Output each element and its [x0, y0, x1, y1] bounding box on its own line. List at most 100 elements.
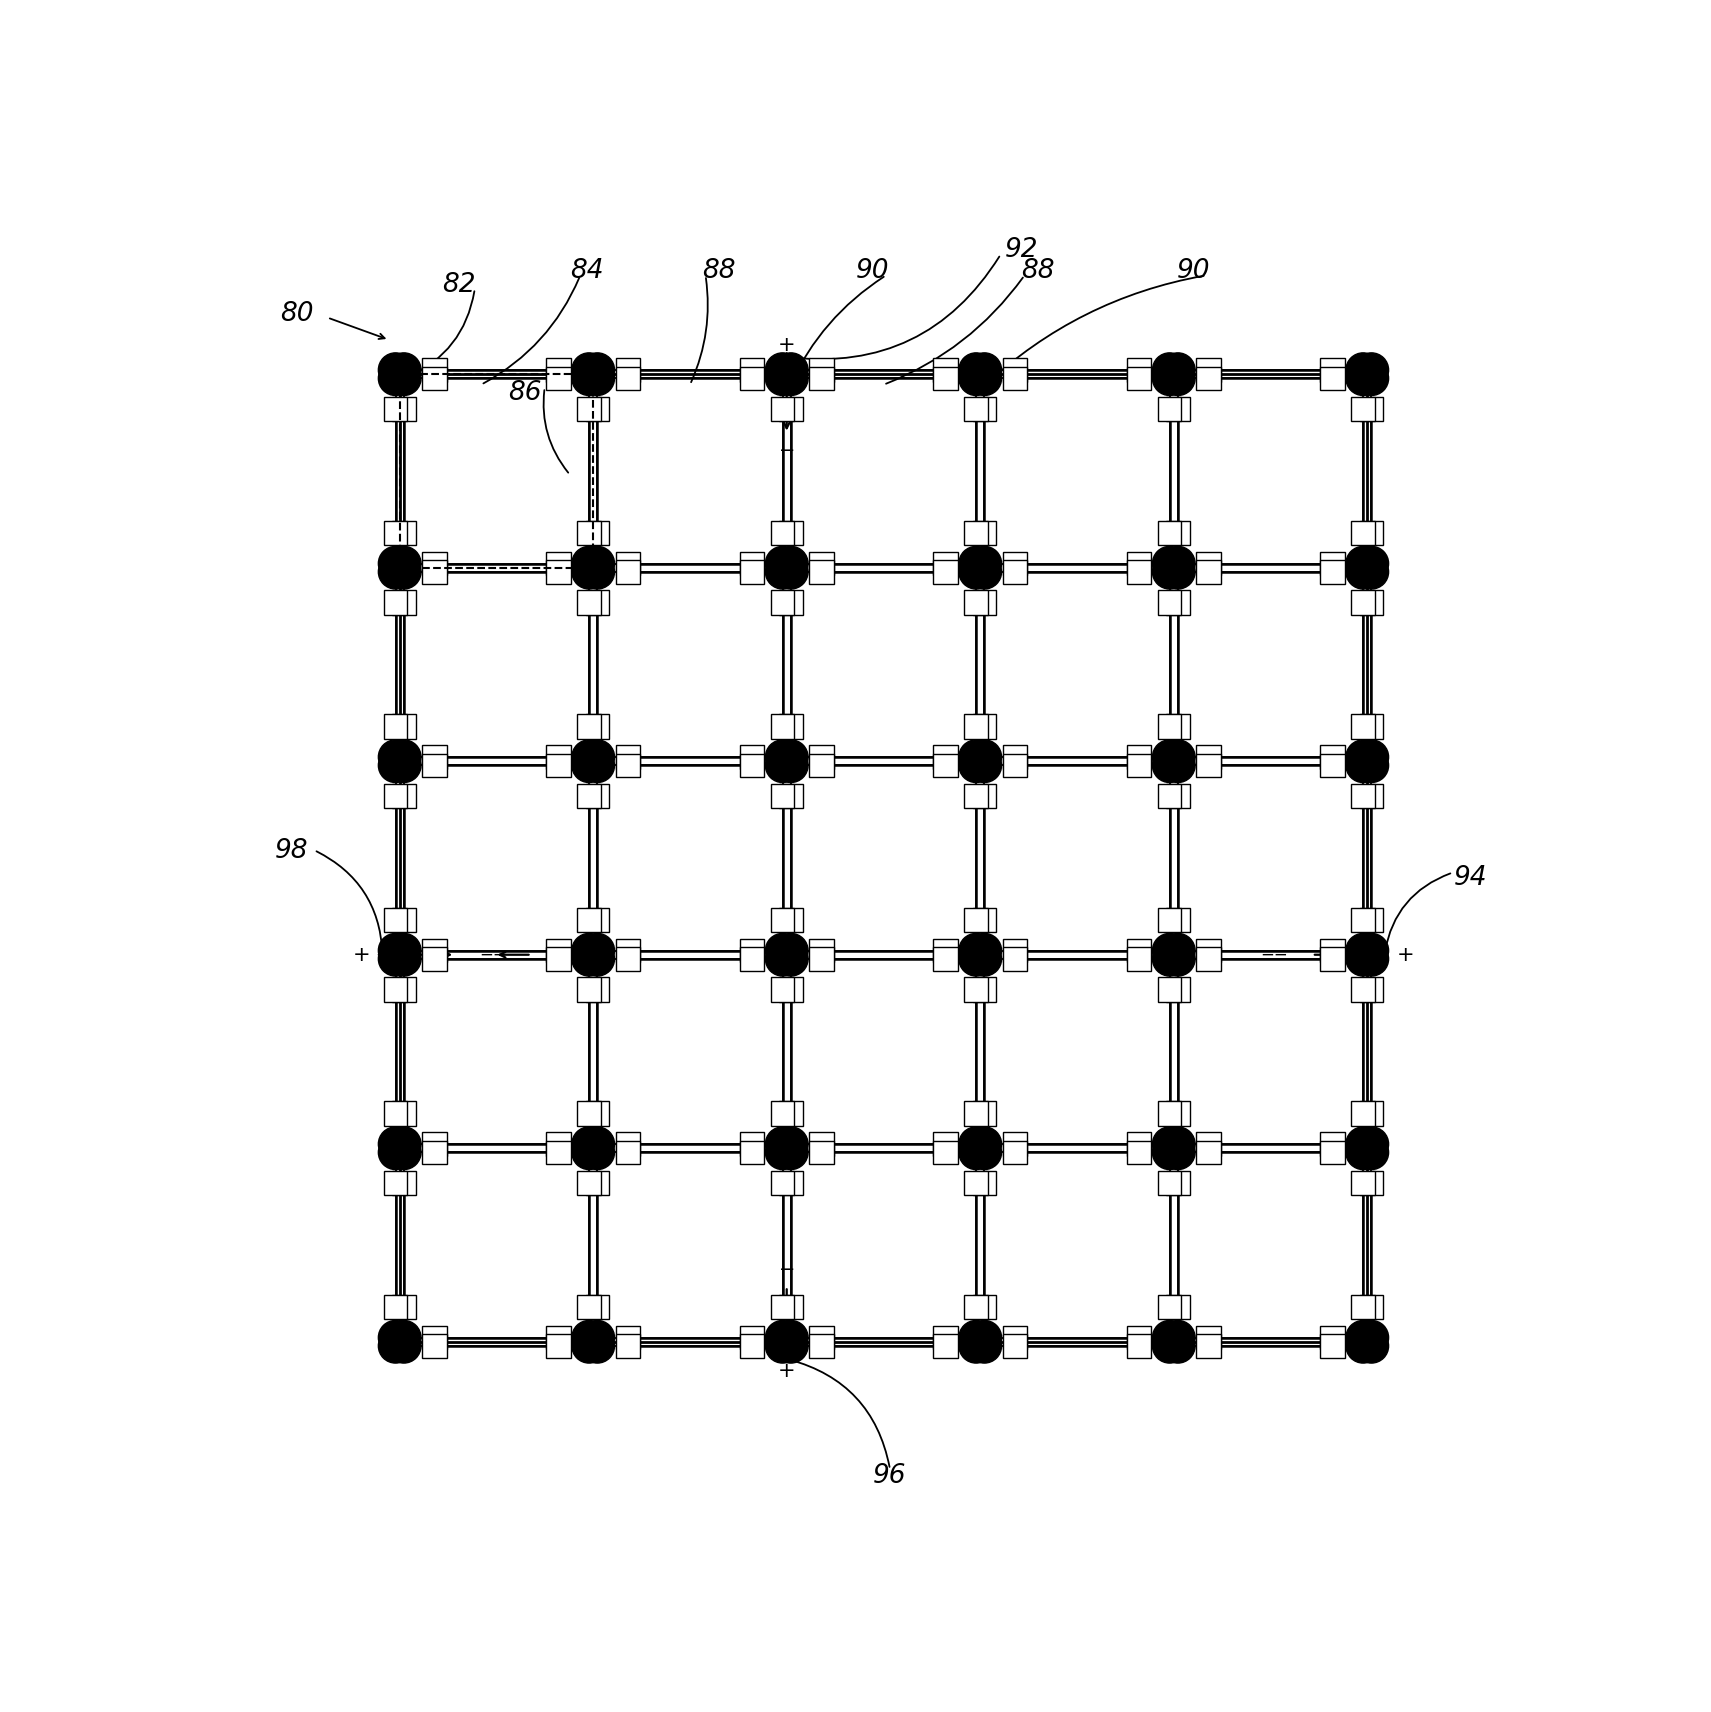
Bar: [1196, 366, 1220, 390]
Bar: [1167, 591, 1189, 615]
Bar: [577, 591, 601, 615]
Circle shape: [387, 1135, 421, 1169]
Bar: [809, 753, 833, 777]
Bar: [932, 366, 958, 390]
Circle shape: [967, 361, 994, 389]
Bar: [1196, 1334, 1220, 1358]
Bar: [1128, 1132, 1152, 1156]
Circle shape: [571, 1329, 606, 1363]
Bar: [1003, 1325, 1027, 1349]
Bar: [974, 397, 996, 421]
Circle shape: [387, 546, 421, 580]
Circle shape: [1347, 1320, 1381, 1354]
Bar: [577, 1294, 601, 1320]
Circle shape: [765, 555, 799, 589]
Bar: [1321, 745, 1345, 769]
Circle shape: [1355, 353, 1389, 387]
Text: −: −: [779, 442, 796, 461]
Circle shape: [1347, 546, 1381, 580]
Circle shape: [773, 748, 801, 776]
Bar: [1196, 560, 1220, 584]
Bar: [1196, 358, 1220, 382]
Circle shape: [967, 942, 1001, 976]
Bar: [809, 551, 833, 575]
Circle shape: [1160, 555, 1187, 582]
Text: 82: 82: [441, 272, 476, 298]
Circle shape: [967, 555, 994, 582]
Bar: [965, 784, 987, 808]
Circle shape: [773, 748, 808, 782]
Circle shape: [1153, 740, 1187, 774]
Bar: [1352, 978, 1376, 1002]
Bar: [1128, 753, 1152, 777]
Bar: [577, 784, 601, 808]
Bar: [546, 1132, 570, 1156]
Bar: [383, 978, 407, 1002]
Circle shape: [1153, 933, 1187, 967]
Text: 96: 96: [873, 1464, 907, 1489]
Bar: [974, 591, 996, 615]
Bar: [772, 397, 794, 421]
Bar: [392, 520, 416, 544]
Bar: [1321, 753, 1345, 777]
Bar: [1158, 1171, 1181, 1195]
Circle shape: [378, 546, 412, 580]
Circle shape: [387, 555, 414, 582]
Bar: [616, 1140, 640, 1164]
Bar: [809, 745, 833, 769]
Bar: [546, 366, 570, 390]
Circle shape: [1347, 361, 1381, 395]
Bar: [932, 938, 958, 962]
Bar: [423, 358, 447, 382]
Circle shape: [765, 1329, 799, 1363]
Bar: [383, 907, 407, 931]
Circle shape: [378, 353, 412, 387]
Circle shape: [1355, 748, 1389, 782]
Bar: [546, 947, 570, 971]
Bar: [423, 1325, 447, 1349]
Bar: [974, 784, 996, 808]
Circle shape: [378, 1329, 412, 1363]
Bar: [1321, 1132, 1345, 1156]
Circle shape: [387, 1320, 421, 1354]
Bar: [932, 947, 958, 971]
Circle shape: [765, 1135, 799, 1169]
Circle shape: [773, 1135, 801, 1162]
Bar: [392, 1171, 416, 1195]
Circle shape: [387, 1126, 421, 1161]
Bar: [1158, 397, 1181, 421]
Bar: [1360, 397, 1382, 421]
Bar: [779, 978, 802, 1002]
Circle shape: [1353, 748, 1381, 776]
Bar: [1158, 520, 1181, 544]
Circle shape: [1355, 1126, 1389, 1161]
Circle shape: [773, 353, 808, 387]
Circle shape: [387, 555, 421, 589]
Circle shape: [580, 748, 614, 782]
Circle shape: [387, 740, 421, 774]
Circle shape: [387, 353, 421, 387]
Bar: [1167, 714, 1189, 738]
Circle shape: [387, 1329, 414, 1356]
Bar: [1360, 1171, 1382, 1195]
Circle shape: [773, 555, 801, 582]
Circle shape: [580, 942, 614, 976]
Circle shape: [1160, 933, 1194, 967]
Circle shape: [765, 740, 799, 774]
Bar: [392, 784, 416, 808]
Bar: [809, 947, 833, 971]
Bar: [383, 397, 407, 421]
Bar: [739, 1140, 765, 1164]
Circle shape: [958, 933, 992, 967]
Circle shape: [378, 555, 412, 589]
Circle shape: [378, 361, 412, 395]
Circle shape: [773, 1329, 801, 1356]
Circle shape: [571, 1135, 606, 1169]
Circle shape: [571, 933, 606, 967]
Bar: [965, 520, 987, 544]
Circle shape: [967, 1135, 1001, 1169]
Bar: [1352, 907, 1376, 931]
Bar: [974, 978, 996, 1002]
Bar: [1128, 938, 1152, 962]
Bar: [423, 1334, 447, 1358]
